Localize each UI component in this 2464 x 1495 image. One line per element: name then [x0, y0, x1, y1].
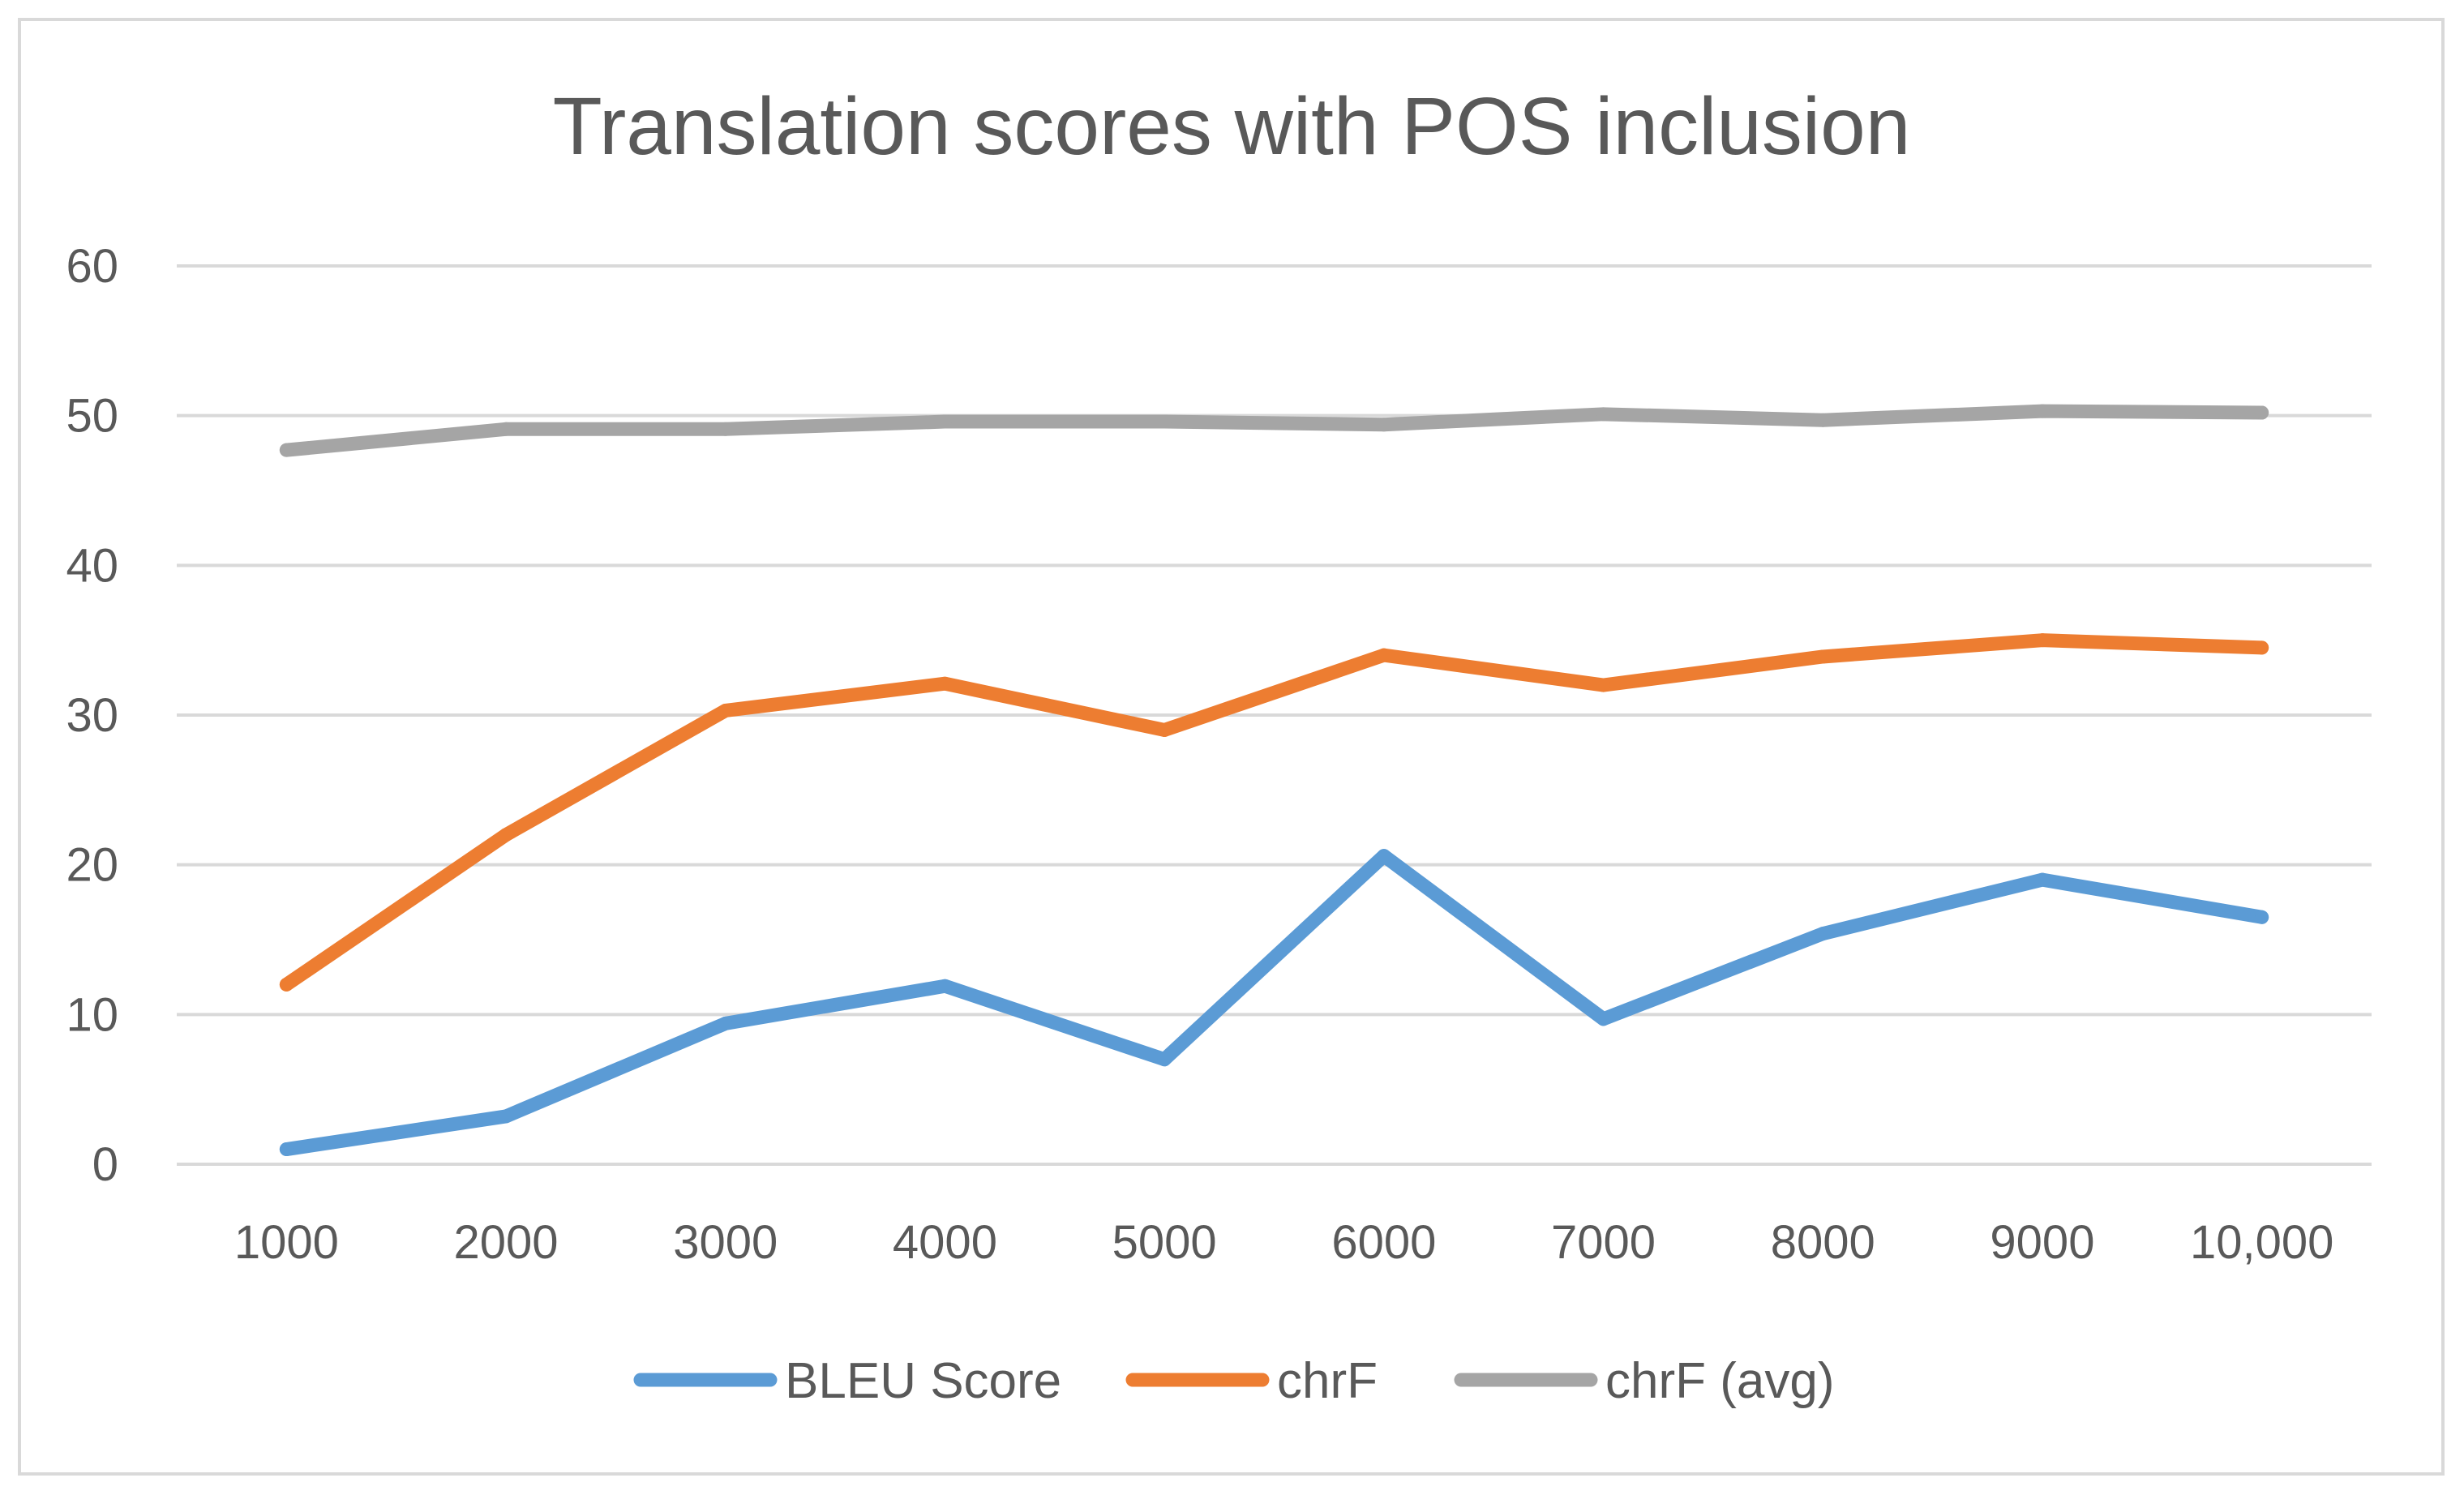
data-point-chrf — [1157, 722, 1172, 737]
x-axis-tick-labels: 1000 2000 3000 4000 5000 6000 7000 8000 9000 10,0… — [234, 1216, 2334, 1269]
legend-item-chrf-avg: chrF (avg) — [1454, 1353, 1834, 1409]
y-tick-label: 50 — [66, 390, 118, 443]
x-tick-label: 1000 — [234, 1216, 339, 1269]
x-tick-label: 8000 — [1771, 1216, 1875, 1269]
data-point-chrf-avg — [937, 414, 952, 429]
x-tick-label: 4000 — [893, 1216, 997, 1269]
series-line-chrf — [279, 633, 2269, 992]
chart-title: Translation scores with POS inclusion — [553, 81, 1911, 172]
y-tick-label: 40 — [66, 539, 118, 592]
data-point-chrf — [1596, 678, 1611, 692]
data-point-bleu-score — [1815, 927, 1830, 941]
legend-label: BLEU Score — [785, 1353, 1061, 1409]
legend-item-chrf: chrF — [1125, 1353, 1378, 1409]
y-tick-label: 0 — [92, 1138, 118, 1191]
legend: BLEU Score chrF chrF (avg) — [633, 1353, 1834, 1409]
data-point-chrf — [1815, 649, 1830, 664]
data-point-bleu-score — [2035, 872, 2050, 887]
data-point-bleu-score — [1377, 849, 1391, 863]
data-point-bleu-score — [1596, 1012, 1611, 1026]
data-point-bleu-score — [718, 1016, 733, 1030]
data-point-chrf-avg — [2035, 404, 2050, 418]
data-point-chrf-avg — [1596, 407, 1611, 422]
x-tick-label: 7000 — [1551, 1216, 1656, 1269]
data-point-bleu-score — [279, 1142, 294, 1157]
data-point-chrf-avg — [718, 422, 733, 436]
legend-label: chrF — [1277, 1353, 1378, 1409]
data-point-chrf-avg — [1815, 413, 1830, 427]
data-point-chrf — [937, 676, 952, 691]
data-point-chrf-avg — [2255, 405, 2269, 420]
x-tick-label: 3000 — [673, 1216, 778, 1269]
legend-item-bleu-score: BLEU Score — [633, 1353, 1061, 1409]
data-point-chrf — [279, 977, 294, 992]
data-point-chrf — [2035, 633, 2050, 648]
x-tick-label: 2000 — [454, 1216, 559, 1269]
data-point-bleu-score — [2255, 910, 2269, 924]
x-tick-label: 10,000 — [2190, 1216, 2333, 1269]
data-point-chrf-avg — [1157, 414, 1172, 429]
y-tick-label: 20 — [66, 839, 118, 892]
gridlines — [177, 264, 2372, 1166]
series-lines — [279, 404, 2269, 1157]
data-point-bleu-score — [499, 1109, 513, 1124]
y-axis-tick-labels: 0 10 20 30 40 50 60 — [66, 240, 118, 1191]
data-point-chrf-avg — [279, 443, 294, 457]
y-tick-label: 30 — [66, 689, 118, 742]
data-point-chrf — [499, 828, 513, 842]
data-point-chrf-avg — [499, 422, 513, 436]
data-point-bleu-score — [937, 979, 952, 993]
data-point-chrf — [1377, 648, 1391, 662]
data-point-chrf-avg — [1377, 418, 1391, 432]
series-line-chrf-avg — [279, 404, 2269, 457]
x-tick-label: 6000 — [1331, 1216, 1436, 1269]
data-point-bleu-score — [1157, 1052, 1172, 1067]
data-point-chrf — [718, 703, 733, 718]
legend-label: chrF (avg) — [1605, 1353, 1834, 1409]
x-tick-label: 5000 — [1112, 1216, 1217, 1269]
data-point-chrf — [2255, 640, 2269, 655]
x-tick-label: 9000 — [1990, 1216, 2094, 1269]
series-line-bleu-score — [279, 849, 2269, 1157]
chart-frame — [18, 18, 2445, 1476]
y-tick-label: 10 — [66, 988, 118, 1041]
y-tick-label: 60 — [66, 240, 118, 293]
